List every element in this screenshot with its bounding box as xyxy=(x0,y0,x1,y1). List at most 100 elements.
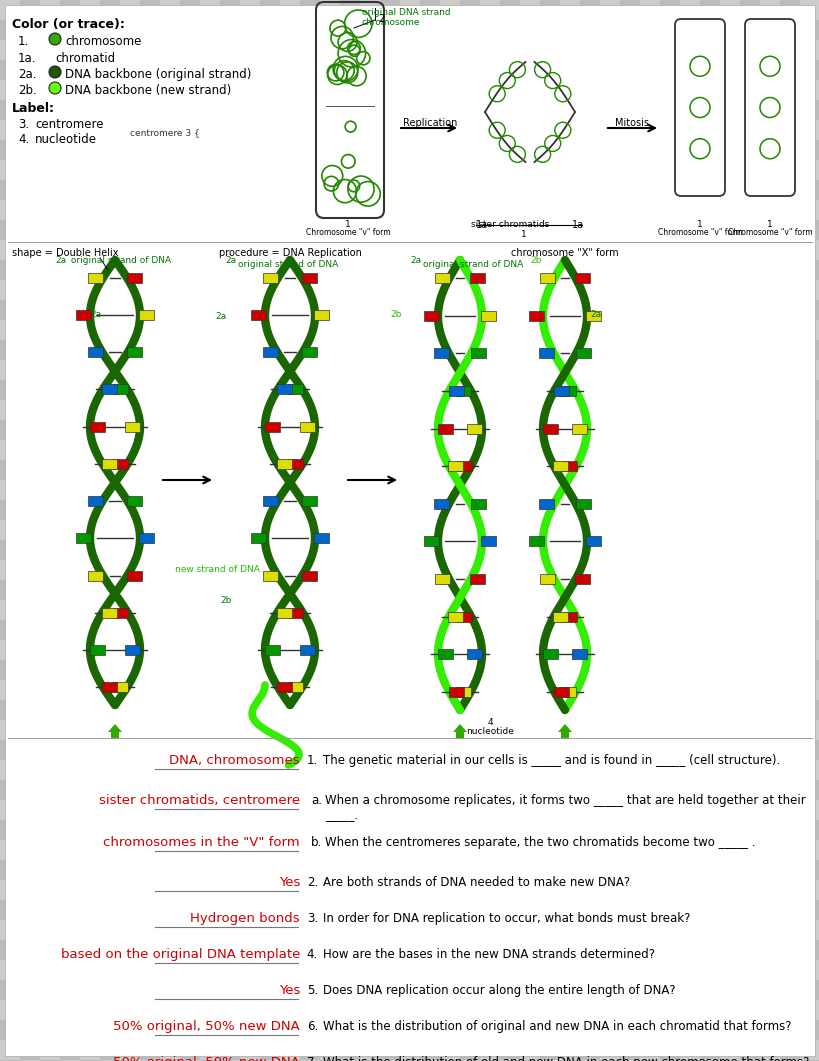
Bar xyxy=(719,80,739,100)
Bar xyxy=(459,420,479,440)
Bar xyxy=(100,420,120,440)
Bar xyxy=(0,400,20,420)
Bar xyxy=(500,100,519,120)
Bar xyxy=(619,20,639,40)
Bar xyxy=(379,540,400,560)
Bar xyxy=(600,920,619,940)
Bar xyxy=(279,1001,300,1020)
Bar xyxy=(80,1040,100,1060)
Bar xyxy=(160,601,180,620)
Bar xyxy=(0,280,20,300)
Text: 4.: 4. xyxy=(306,947,318,961)
Bar xyxy=(300,900,319,920)
Bar xyxy=(140,220,160,240)
Bar xyxy=(400,201,419,220)
Bar xyxy=(260,660,279,680)
Bar xyxy=(419,420,440,440)
Bar xyxy=(779,780,799,800)
Text: chromosomes in the "V" form: chromosomes in the "V" form xyxy=(103,836,300,849)
Bar xyxy=(559,80,579,100)
Text: Are both strands of DNA needed to make new DNA?: Are both strands of DNA needed to make n… xyxy=(323,876,629,889)
Bar xyxy=(60,580,80,601)
Bar xyxy=(540,180,559,201)
Bar xyxy=(400,960,419,980)
Bar xyxy=(579,420,600,440)
Bar xyxy=(260,860,279,880)
Bar xyxy=(20,500,40,520)
Bar xyxy=(340,380,360,400)
Bar xyxy=(679,201,699,220)
Text: How are the bases in the new DNA strands determined?: How are the bases in the new DNA strands… xyxy=(323,947,654,961)
Bar xyxy=(340,500,360,520)
Bar xyxy=(799,160,819,180)
Bar xyxy=(219,220,240,240)
Bar xyxy=(319,520,340,540)
Bar xyxy=(659,260,679,280)
Bar xyxy=(600,680,619,700)
Bar xyxy=(540,100,559,120)
Bar xyxy=(619,260,639,280)
FancyBboxPatch shape xyxy=(539,273,554,283)
FancyBboxPatch shape xyxy=(434,273,450,283)
Bar xyxy=(459,740,479,760)
Bar xyxy=(80,320,100,340)
Bar xyxy=(200,760,219,780)
Bar xyxy=(559,760,579,780)
Bar xyxy=(659,740,679,760)
Bar xyxy=(759,680,779,700)
Bar xyxy=(479,601,500,620)
Bar xyxy=(379,220,400,240)
Bar xyxy=(140,660,160,680)
Bar xyxy=(240,120,260,140)
Bar xyxy=(260,700,279,720)
FancyBboxPatch shape xyxy=(250,310,265,320)
Bar xyxy=(419,980,440,1001)
Bar xyxy=(260,260,279,280)
Bar xyxy=(180,420,200,440)
Bar xyxy=(519,440,540,460)
Bar xyxy=(400,920,419,940)
Text: 3.: 3. xyxy=(306,912,318,925)
Bar xyxy=(219,1020,240,1040)
Bar xyxy=(579,940,600,960)
Bar xyxy=(459,820,479,840)
Bar xyxy=(279,40,300,60)
FancyBboxPatch shape xyxy=(586,311,601,320)
Bar xyxy=(120,80,140,100)
Bar xyxy=(699,740,719,760)
FancyBboxPatch shape xyxy=(262,347,278,358)
Bar xyxy=(340,180,360,201)
Bar xyxy=(659,660,679,680)
FancyBboxPatch shape xyxy=(301,571,316,580)
Bar xyxy=(300,700,319,720)
Bar xyxy=(579,20,600,40)
Bar xyxy=(659,540,679,560)
Text: 6.: 6. xyxy=(306,1020,318,1033)
Bar xyxy=(779,740,799,760)
Text: nucleotide: nucleotide xyxy=(465,727,514,736)
Bar xyxy=(579,140,600,160)
Bar xyxy=(639,40,659,60)
Bar xyxy=(80,0,100,20)
Bar xyxy=(260,180,279,201)
Bar xyxy=(779,540,799,560)
Bar xyxy=(0,760,20,780)
Bar xyxy=(60,740,80,760)
Bar xyxy=(240,680,260,700)
Bar xyxy=(779,60,799,80)
Bar xyxy=(340,340,360,360)
Bar xyxy=(360,640,379,660)
Bar xyxy=(459,980,479,1001)
Bar xyxy=(20,780,40,800)
Bar xyxy=(559,800,579,820)
Bar xyxy=(579,540,600,560)
Bar xyxy=(140,980,160,1001)
Bar xyxy=(240,360,260,380)
Bar xyxy=(319,0,340,20)
Bar xyxy=(739,20,759,40)
Bar xyxy=(60,380,80,400)
Bar xyxy=(379,140,400,160)
Bar xyxy=(340,140,360,160)
Bar xyxy=(200,1040,219,1060)
FancyBboxPatch shape xyxy=(434,499,449,509)
